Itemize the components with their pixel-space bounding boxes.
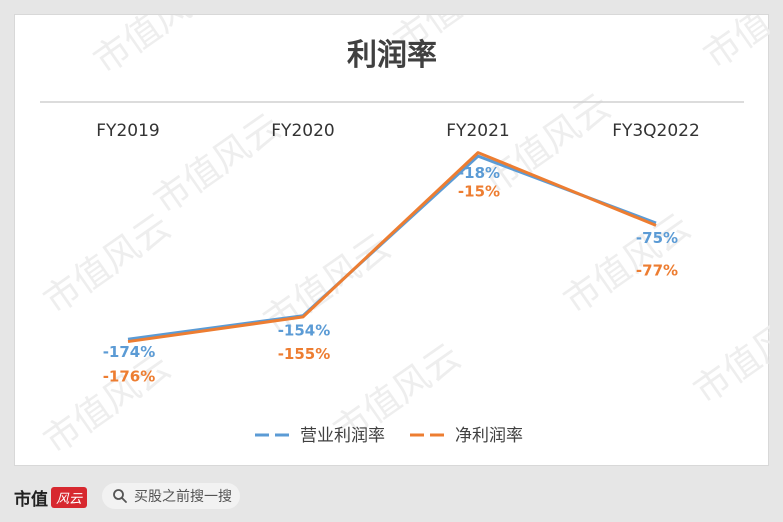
legend: 营业利润率 净利润率 <box>255 426 523 446</box>
data-labels: -174% -154% -18% -75% -176% -155% -15% -77% <box>103 164 678 385</box>
search-icon <box>113 489 127 503</box>
category-label: FY2021 <box>446 121 509 141</box>
brand-mark: 风云 <box>51 486 88 508</box>
category-label: FY2020 <box>271 121 334 141</box>
series-line <box>127 151 657 344</box>
watermark-text: 市值风云 <box>687 296 770 412</box>
data-label: -174% <box>103 343 156 361</box>
brand-name: 市值 <box>14 489 48 510</box>
data-label: -15% <box>458 183 500 201</box>
watermark-text: 市值风云 <box>697 15 770 77</box>
brand-logo: 市值 风云 <box>14 484 88 510</box>
data-label: -155% <box>278 345 331 363</box>
watermark-text: 市值风云 <box>37 346 178 462</box>
data-label: -18% <box>458 164 500 182</box>
search-box[interactable]: 买股之前搜一搜 <box>102 483 240 509</box>
footer: 市值 风云 买股之前搜一搜 <box>0 478 783 518</box>
data-label: -75% <box>636 229 678 247</box>
legend-label: 营业利润率 <box>300 426 385 446</box>
data-label: -154% <box>278 322 331 340</box>
search-text: 买股之前搜一搜 <box>134 489 232 505</box>
chart-title: 利润率 <box>347 38 437 73</box>
category-label: FY3Q2022 <box>612 121 700 141</box>
watermark-text: 市值风云 <box>147 106 288 222</box>
category-label: FY2019 <box>96 121 159 141</box>
watermark-text: 市值风云 <box>87 15 228 82</box>
data-label: -176% <box>103 368 156 386</box>
data-label: -77% <box>636 261 678 279</box>
watermark-text: 市值风云 <box>37 206 178 322</box>
legend-label: 净利润率 <box>455 426 523 446</box>
chart-card: 市值风云 市值风云 市值风云 市值风云 市值风云 市值风云 市值风云 市值风云 市值风云 市值风云… <box>14 14 770 466</box>
series-lines <box>127 151 657 344</box>
category-labels: FY2019 FY2020 FY2021 FY3Q2022 <box>96 121 700 141</box>
